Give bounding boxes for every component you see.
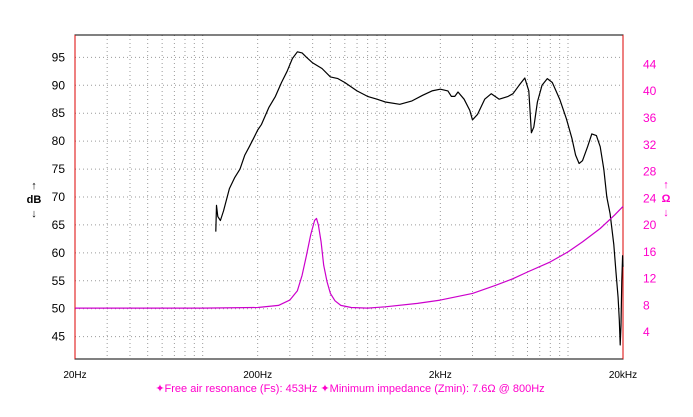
left-axis-tick-label: 75 (52, 162, 66, 176)
right-axis-tick-label: 8 (643, 298, 650, 312)
left-axis-arrow-up: ↑ (31, 180, 37, 192)
right-axis-tick-label: 24 (643, 191, 657, 205)
right-axis-label: ↑ Ω ↓ (662, 179, 671, 219)
right-axis-unit: Ω (662, 193, 671, 205)
right-axis-tick-label: 16 (643, 245, 657, 259)
left-axis-tick-label: 65 (52, 218, 66, 232)
left-axis-arrow-down: ↓ (31, 208, 37, 220)
right-axis-tick-label: 4 (643, 325, 650, 339)
left-axis-tick-label: 45 (52, 330, 66, 344)
left-axis-tick-label: 95 (52, 50, 66, 64)
right-axis-tick-label: 20 (643, 218, 657, 232)
left-axis-tick-label: 70 (52, 190, 66, 204)
right-axis-tick-label: 40 (643, 84, 657, 98)
right-axis-arrow-up: ↑ (663, 179, 669, 191)
right-axis-arrow-down: ↓ (663, 207, 669, 219)
x-axis-tick-label: 20kHz (609, 370, 637, 381)
left-axis-unit: dB (27, 194, 42, 206)
x-axis-tick-label: 200Hz (243, 370, 272, 381)
x-axis-tick-label: 20Hz (63, 370, 86, 381)
right-axis-tick-label: 32 (643, 138, 657, 152)
x-axis-tick-label: 2kHz (429, 370, 452, 381)
left-axis-tick-label: 80 (52, 134, 66, 148)
impedance-curve (75, 205, 624, 309)
plot-frame (74, 34, 624, 360)
left-axis-tick-label: 50 (52, 302, 66, 316)
right-axis-tick-label: 12 (643, 272, 657, 286)
spl-curve (215, 51, 624, 346)
plot-grid (75, 35, 623, 359)
left-axis-label: ↑ dB ↓ (27, 180, 42, 220)
left-axis-tick-label: 60 (52, 246, 66, 260)
chart-caption: ✦Free air resonance (Fs): 453Hz ✦Minimum… (155, 383, 544, 395)
left-axis-tick-label: 90 (52, 78, 66, 92)
left-axis-tick-label: 55 (52, 274, 66, 288)
right-axis-tick-label: 44 (643, 57, 657, 71)
left-axis-tick-label: 85 (52, 106, 66, 120)
right-axis-tick-label: 28 (643, 165, 657, 179)
right-axis-tick-label: 36 (643, 111, 657, 125)
